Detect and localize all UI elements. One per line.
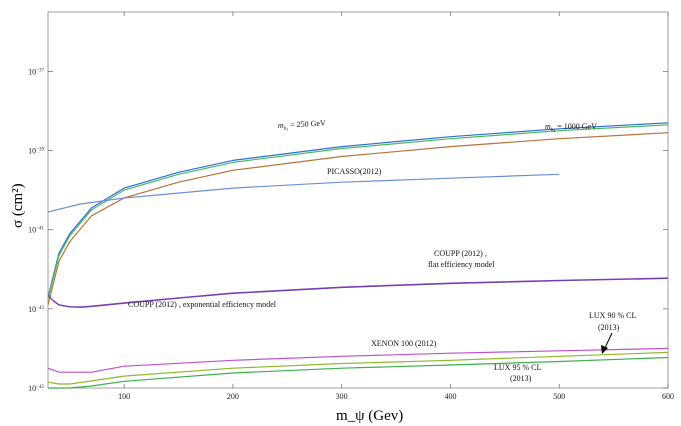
annotation-picasso: PICASSO(2012) <box>327 167 382 176</box>
annotation-lux95-line2: (2013) <box>510 374 532 383</box>
annotation-coupp-flat-line2: flat efficiency model <box>428 260 495 269</box>
y-tick-label: 10−41 <box>28 226 44 235</box>
annotation-coupp-exp: COUPP (2012) , exponential efficiency mo… <box>128 300 277 309</box>
plot-frame <box>47 11 669 389</box>
series-line-7 <box>47 347 669 373</box>
x-tick-label: 500 <box>553 392 565 401</box>
annotation-mh250-m: m <box>278 121 284 130</box>
annotation-mh1000-m: m <box>545 122 551 131</box>
annotation-mh1000-text: = 1000 GeV <box>555 122 597 131</box>
annotation-mh1000-sub: h <box>551 128 554 133</box>
series-line-4 <box>47 173 560 213</box>
series-line-6 <box>47 277 669 308</box>
annotation-mh250-sub2: 2 <box>286 126 288 131</box>
series-line-3 <box>47 132 669 306</box>
annotation-mh250-sub: h <box>284 127 287 132</box>
annotation-lux90-line1: LUX 90 % CL <box>589 311 636 320</box>
y-tick-label: 10−45 <box>28 384 44 393</box>
x-tick-label: 400 <box>444 392 456 401</box>
annotation-mh1000: mh2 = 1000 GeV <box>545 122 597 133</box>
series-line-8 <box>47 351 669 385</box>
lux90-arrow-head <box>601 345 608 354</box>
y-tick-label: 10−43 <box>28 305 44 314</box>
axis-ticks: 100 200 300 400 500 600 10−37 10−39 10−41 10−43 10… <box>28 12 674 401</box>
annotation-lux95-line1: LUX 95 % CL <box>494 363 541 372</box>
y-axis-title: σ (cm²) <box>10 183 26 228</box>
annotation-xenon: XENON 100 (2012) <box>371 339 437 348</box>
x-axis-title: m_ψ (Gev) <box>336 408 403 424</box>
series-line-2 <box>47 124 669 300</box>
series-group <box>47 122 669 389</box>
x-tick-label: 300 <box>336 392 348 401</box>
x-tick-label: 200 <box>227 392 239 401</box>
y-tick-label: 10−37 <box>28 67 44 76</box>
annotation-mh250-text: = 250 GeV <box>288 118 326 129</box>
y-tick-label: 10−39 <box>28 147 44 156</box>
annotation-coupp-flat-line1: COUPP (2012) , <box>434 249 487 258</box>
series-line-9 <box>48 356 669 389</box>
x-tick-label: 600 <box>662 392 674 401</box>
x-tick-label: 100 <box>118 392 130 401</box>
annotation-mh250: mh2 = 250 GeV <box>278 118 327 132</box>
series-line-1 <box>47 122 669 298</box>
annotation-lux90-line2: (2013) <box>598 323 620 332</box>
annotation-mh1000-sub2: 2 <box>553 128 555 133</box>
